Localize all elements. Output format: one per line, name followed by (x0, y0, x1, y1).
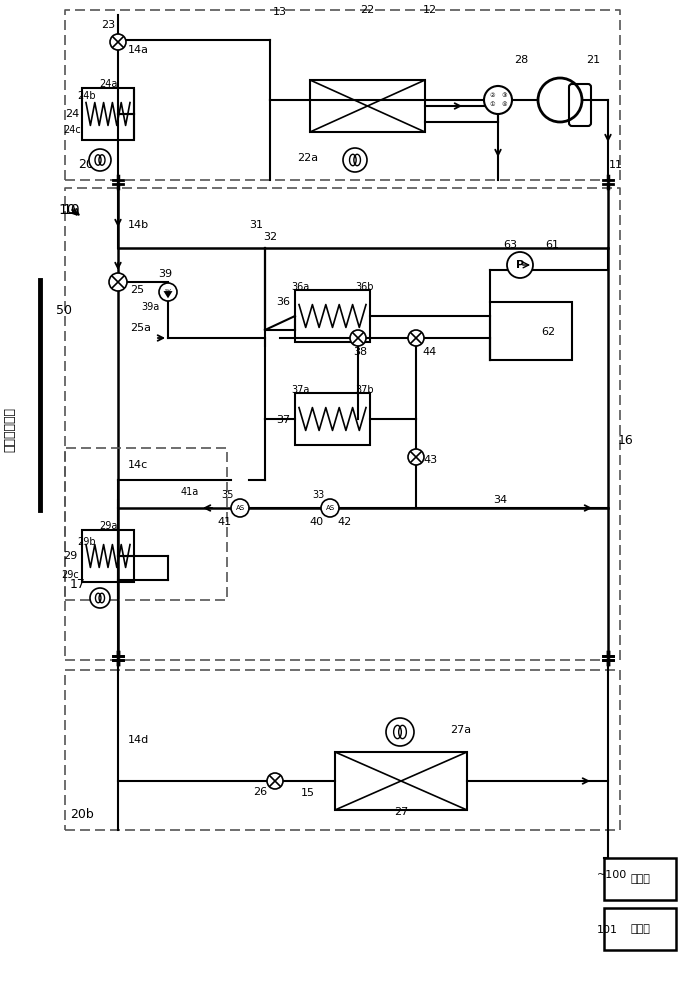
Text: AS: AS (325, 505, 335, 511)
Circle shape (159, 283, 177, 301)
Text: 29: 29 (63, 551, 77, 561)
Text: 35: 35 (222, 490, 234, 500)
Text: 36b: 36b (356, 282, 375, 292)
Circle shape (343, 148, 367, 172)
Polygon shape (163, 291, 172, 298)
Circle shape (90, 588, 110, 608)
Text: 22: 22 (360, 5, 374, 15)
Text: 29a: 29a (99, 521, 117, 531)
Text: sv: sv (165, 288, 172, 294)
Circle shape (484, 86, 512, 114)
Text: 27: 27 (394, 807, 408, 817)
Text: 61: 61 (545, 240, 559, 250)
Text: 24a: 24a (99, 79, 117, 89)
Bar (82, 88, 134, 140)
Text: 接收部: 接收部 (630, 924, 650, 934)
Text: 37b: 37b (355, 385, 375, 395)
Circle shape (110, 34, 126, 50)
Text: 16: 16 (618, 434, 634, 446)
Text: 25: 25 (130, 285, 144, 295)
Text: 40: 40 (309, 517, 323, 527)
Text: 101: 101 (597, 925, 618, 935)
Text: 20b: 20b (70, 808, 94, 822)
Bar (335, 752, 467, 810)
Text: 36a: 36a (291, 282, 309, 292)
Text: ①: ① (489, 102, 495, 107)
Text: 42: 42 (338, 517, 352, 527)
Text: ②: ② (489, 93, 495, 98)
Text: 39: 39 (158, 269, 172, 279)
Text: 14a: 14a (128, 45, 149, 55)
Text: 11: 11 (609, 160, 623, 170)
Text: 10: 10 (62, 203, 80, 217)
Text: ④: ④ (501, 102, 507, 107)
Text: 10: 10 (58, 203, 75, 217)
Circle shape (350, 330, 366, 346)
Text: 37a: 37a (291, 385, 309, 395)
Circle shape (408, 449, 424, 465)
Text: 63: 63 (503, 240, 517, 250)
Text: 13: 13 (273, 7, 287, 17)
Text: 22a: 22a (298, 153, 318, 163)
Text: 34: 34 (493, 495, 507, 505)
Text: 29c: 29c (61, 570, 79, 580)
Text: AS: AS (235, 505, 245, 511)
Text: 39a: 39a (141, 302, 159, 312)
Circle shape (386, 718, 414, 746)
Bar (490, 302, 572, 360)
Text: 62: 62 (541, 327, 555, 337)
Text: 29b: 29b (78, 537, 96, 547)
Text: 26: 26 (253, 787, 267, 797)
Circle shape (267, 773, 283, 789)
Text: 44: 44 (423, 347, 437, 357)
Circle shape (89, 149, 111, 171)
Text: 控制器: 控制器 (630, 874, 650, 884)
Text: 37: 37 (276, 415, 290, 425)
Bar (604, 858, 676, 900)
Text: ~100: ~100 (597, 870, 627, 880)
Text: 单纯制冷运转: 单纯制冷运转 (3, 408, 16, 452)
Bar (82, 530, 134, 582)
Text: 31: 31 (249, 220, 263, 230)
Text: 17: 17 (70, 578, 86, 591)
Circle shape (408, 330, 424, 346)
Circle shape (231, 499, 249, 517)
Text: 25a: 25a (130, 323, 151, 333)
Bar (295, 393, 370, 445)
Bar (295, 290, 370, 342)
Circle shape (538, 78, 582, 122)
Text: 50: 50 (56, 304, 72, 316)
Circle shape (507, 252, 533, 278)
Text: 41: 41 (218, 517, 232, 527)
Text: 32: 32 (263, 232, 277, 242)
Text: 33: 33 (312, 490, 324, 500)
Text: 24b: 24b (78, 91, 96, 101)
Text: 38: 38 (353, 347, 367, 357)
Text: 14c: 14c (128, 460, 148, 470)
Text: 23: 23 (101, 20, 115, 30)
Text: 28: 28 (514, 55, 528, 65)
Text: P: P (516, 260, 524, 270)
Text: 27a: 27a (450, 725, 471, 735)
Text: 24: 24 (65, 109, 79, 119)
Text: 21: 21 (586, 55, 600, 65)
Bar (604, 908, 676, 950)
Text: ③: ③ (501, 93, 507, 98)
Text: 12: 12 (423, 5, 437, 15)
Text: 20a: 20a (78, 158, 102, 172)
Text: 41a: 41a (181, 487, 199, 497)
Bar (310, 80, 425, 132)
Circle shape (321, 499, 339, 517)
Circle shape (109, 273, 127, 291)
Text: 36: 36 (276, 297, 290, 307)
Text: 24c: 24c (63, 125, 81, 135)
Text: 15: 15 (301, 788, 315, 798)
Text: 14d: 14d (128, 735, 150, 745)
Text: 43: 43 (423, 455, 437, 465)
Text: 14b: 14b (128, 220, 149, 230)
